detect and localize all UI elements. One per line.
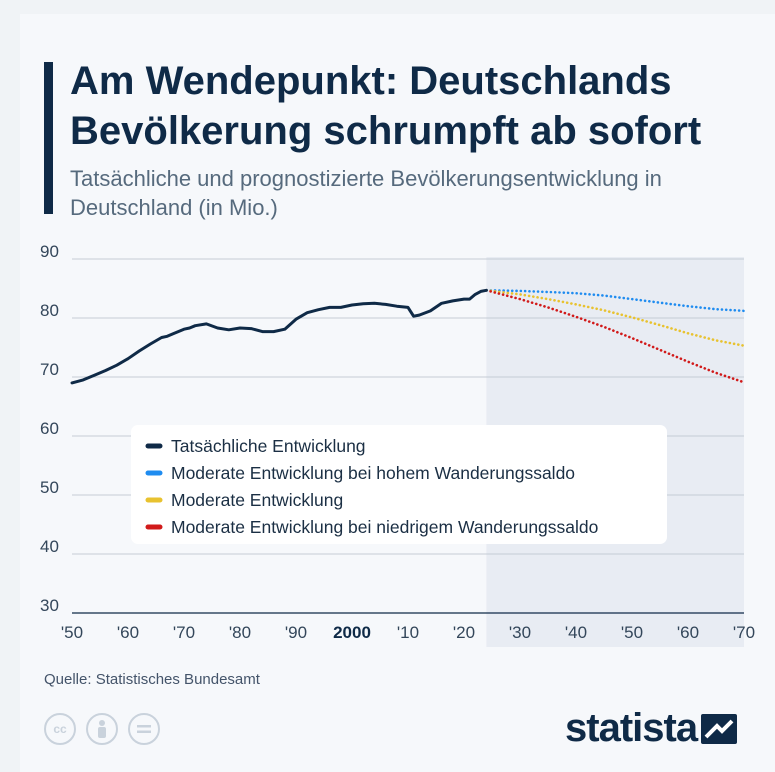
chart-title: Am Wendepunkt: Deutschlands Bevölkerung …: [70, 59, 702, 153]
x-tick-label: 2000: [333, 623, 371, 642]
person-glyph: [98, 720, 106, 738]
chart-subtitle: Tatsächliche und prognostizierte Bevölke…: [70, 166, 662, 220]
y-tick-label: 60: [40, 419, 59, 438]
moderate-series-line: [485, 288, 746, 348]
statista-logo[interactable]: statista: [565, 706, 738, 751]
cc-icon-label: cc: [53, 722, 67, 736]
title-accent-bar: [44, 62, 53, 214]
statista-logo-icon: [701, 713, 738, 744]
high-migration-series-line: [485, 288, 746, 313]
license-icons: cc: [44, 713, 160, 745]
x-tick-label: '50: [61, 623, 83, 642]
y-tick-label: 80: [40, 301, 59, 320]
actual-series-line: [70, 288, 488, 385]
attribution-icon[interactable]: [86, 713, 118, 745]
y-tick-label: 30: [40, 596, 59, 615]
x-tick-label: '50: [621, 623, 643, 642]
x-tick-label: '90: [285, 623, 307, 642]
legend-box: [131, 425, 667, 544]
y-tick-label: 40: [40, 537, 59, 556]
x-tick-label: '60: [677, 623, 699, 642]
x-tick-label: '70: [173, 623, 195, 642]
no-derivatives-icon[interactable]: [128, 713, 160, 745]
legend-label: Tatsächliche Entwicklung: [171, 436, 366, 456]
cc-icon[interactable]: cc: [44, 713, 76, 745]
x-tick-label: '80: [229, 623, 251, 642]
x-tick-label: '40: [565, 623, 587, 642]
logo-text: statista: [565, 706, 698, 750]
legend-label: Moderate Entwicklung: [171, 490, 343, 510]
low-migration-series-line: [485, 288, 746, 384]
y-tick-label: 50: [40, 478, 59, 497]
x-tick-label: '10: [397, 623, 419, 642]
y-tick-label: 90: [40, 242, 59, 261]
source-note: Quelle: Statistisches Bundesamt: [44, 671, 260, 688]
equals-glyph: [137, 725, 151, 733]
x-tick-label: '70: [733, 623, 755, 642]
legend-label: Moderate Entwicklung bei niedrigem Wande…: [171, 517, 598, 537]
x-tick-label: '20: [453, 623, 475, 642]
x-tick-label: '60: [117, 623, 139, 642]
y-tick-label: 70: [40, 360, 59, 379]
legend-label: Moderate Entwicklung bei hohem Wanderung…: [171, 463, 575, 483]
x-tick-label: '30: [509, 623, 531, 642]
